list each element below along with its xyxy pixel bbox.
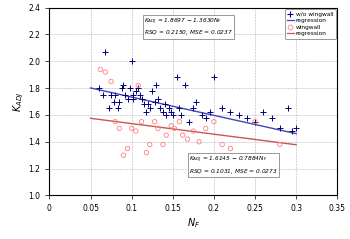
w/o wingwall bbox=[176, 106, 182, 110]
wingwall bbox=[129, 126, 134, 130]
wingwall bbox=[176, 120, 182, 124]
w/o wingwall bbox=[147, 106, 153, 110]
w/o wingwall bbox=[211, 76, 217, 79]
wingwall bbox=[172, 126, 177, 130]
w/o wingwall bbox=[149, 89, 155, 93]
w/o wingwall bbox=[163, 113, 169, 117]
wingwall bbox=[211, 120, 217, 124]
wingwall bbox=[117, 126, 122, 130]
w/o wingwall bbox=[103, 50, 108, 54]
w/o wingwall bbox=[125, 97, 130, 101]
wingwall bbox=[144, 151, 149, 154]
wingwall bbox=[252, 120, 258, 124]
wingwall bbox=[121, 153, 126, 157]
w/o wingwall bbox=[106, 106, 111, 110]
Text: $K_{ADJ}$ = 1.6145 $-$ 0.7884$N_F$
$RSQ$ = 0.1031, $MSE$ = 0.0273: $K_{ADJ}$ = 1.6145 $-$ 0.7884$N_F$ $RSQ$… bbox=[189, 155, 278, 176]
w/o wingwall bbox=[152, 100, 158, 103]
w/o wingwall bbox=[96, 86, 101, 90]
wingwall bbox=[147, 143, 153, 147]
wingwall bbox=[219, 143, 225, 147]
Text: $K_{ADJ}$ = 1.8697 $-$ 1.3630$N_F$
$RSQ$ = 0.2150, $MSE$ = 0.0237: $K_{ADJ}$ = 1.8697 $-$ 1.3630$N_F$ $RSQ$… bbox=[144, 17, 233, 38]
w/o wingwall bbox=[154, 84, 159, 87]
w/o wingwall bbox=[285, 106, 291, 110]
w/o wingwall bbox=[108, 93, 114, 97]
wingwall bbox=[135, 84, 141, 87]
w/o wingwall bbox=[133, 89, 139, 93]
wingwall bbox=[203, 126, 209, 130]
w/o wingwall bbox=[121, 84, 126, 87]
w/o wingwall bbox=[170, 113, 176, 117]
w/o wingwall bbox=[144, 110, 149, 114]
w/o wingwall bbox=[162, 102, 167, 106]
w/o wingwall bbox=[289, 129, 295, 133]
w/o wingwall bbox=[131, 93, 136, 97]
w/o wingwall bbox=[260, 110, 266, 114]
w/o wingwall bbox=[111, 100, 116, 103]
w/o wingwall bbox=[199, 113, 204, 117]
w/o wingwall bbox=[139, 97, 144, 101]
wingwall bbox=[228, 147, 233, 150]
wingwall bbox=[125, 147, 130, 150]
wingwall bbox=[108, 80, 114, 83]
wingwall bbox=[103, 70, 108, 74]
wingwall bbox=[163, 133, 169, 137]
w/o wingwall bbox=[293, 126, 299, 130]
w/o wingwall bbox=[219, 106, 225, 110]
w/o wingwall bbox=[141, 102, 147, 106]
w/o wingwall bbox=[100, 93, 106, 97]
w/o wingwall bbox=[112, 93, 118, 97]
w/o wingwall bbox=[182, 84, 188, 87]
w/o wingwall bbox=[160, 110, 166, 114]
w/o wingwall bbox=[155, 97, 161, 101]
wingwall bbox=[185, 137, 190, 141]
w/o wingwall bbox=[207, 110, 212, 114]
wingwall bbox=[98, 67, 103, 71]
w/o wingwall bbox=[129, 60, 134, 63]
w/o wingwall bbox=[117, 100, 122, 103]
wingwall bbox=[180, 133, 186, 137]
Legend: w/o wingwall, regression, wingwall, regression: w/o wingwall, regression, wingwall, regr… bbox=[285, 9, 336, 39]
w/o wingwall bbox=[127, 86, 133, 90]
wingwall bbox=[277, 143, 282, 147]
w/o wingwall bbox=[168, 110, 174, 114]
wingwall bbox=[168, 124, 174, 128]
w/o wingwall bbox=[277, 126, 282, 130]
w/o wingwall bbox=[187, 120, 192, 124]
w/o wingwall bbox=[203, 116, 209, 120]
w/o wingwall bbox=[166, 106, 172, 110]
w/o wingwall bbox=[269, 116, 274, 120]
w/o wingwall bbox=[137, 93, 143, 97]
w/o wingwall bbox=[119, 86, 125, 90]
w/o wingwall bbox=[244, 116, 250, 120]
w/o wingwall bbox=[236, 113, 241, 117]
wingwall bbox=[190, 129, 196, 133]
X-axis label: $N_F$: $N_F$ bbox=[187, 216, 200, 230]
w/o wingwall bbox=[115, 106, 120, 110]
w/o wingwall bbox=[122, 93, 128, 97]
w/o wingwall bbox=[178, 113, 184, 117]
w/o wingwall bbox=[228, 110, 233, 114]
w/o wingwall bbox=[174, 76, 180, 79]
w/o wingwall bbox=[252, 120, 258, 124]
w/o wingwall bbox=[158, 106, 163, 110]
w/o wingwall bbox=[190, 106, 196, 110]
w/o wingwall bbox=[131, 97, 136, 101]
wingwall bbox=[160, 143, 166, 147]
wingwall bbox=[155, 126, 161, 130]
wingwall bbox=[133, 129, 139, 133]
wingwall bbox=[152, 120, 158, 124]
wingwall bbox=[139, 120, 144, 124]
wingwall bbox=[112, 120, 118, 124]
Y-axis label: $K_{ADJ}$: $K_{ADJ}$ bbox=[11, 92, 26, 112]
wingwall bbox=[196, 140, 202, 144]
w/o wingwall bbox=[193, 100, 198, 103]
w/o wingwall bbox=[145, 102, 151, 106]
w/o wingwall bbox=[135, 86, 141, 90]
